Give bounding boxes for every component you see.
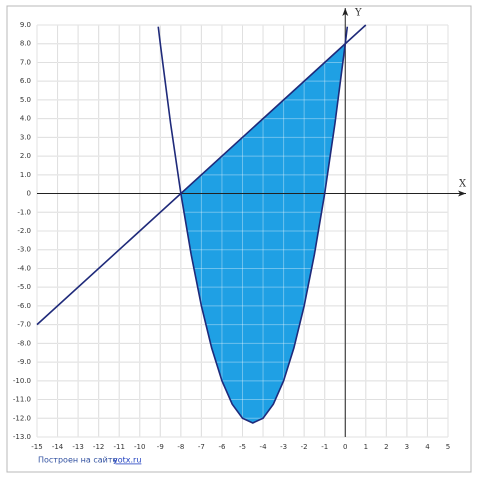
- x-tick-label: -13: [72, 443, 83, 451]
- x-tick-label: 2: [384, 443, 388, 451]
- y-tick-label: -8.0: [17, 339, 31, 347]
- x-tick-label: -15: [31, 443, 42, 451]
- x-tick-label: -2: [301, 443, 308, 451]
- x-tick-label: -12: [93, 443, 104, 451]
- y-tick-label: 5.0: [20, 96, 31, 104]
- y-tick-label: 3.0: [20, 133, 31, 141]
- x-tick-label: -3: [280, 443, 287, 451]
- y-tick-label: 2.0: [20, 152, 31, 160]
- x-tick-label: -8: [177, 443, 184, 451]
- y-tick-label: 6.0: [20, 77, 31, 85]
- x-tick-label: -5: [239, 443, 246, 451]
- x-axis-label: X: [459, 179, 467, 190]
- y-tick-label: -11.0: [13, 396, 31, 404]
- x-tick-label: 0: [343, 443, 347, 451]
- y-tick-label: 1.0: [20, 171, 31, 179]
- y-tick-label: -4.0: [17, 264, 31, 272]
- y-tick-label: 0: [27, 190, 31, 198]
- y-tick-label: 4.0: [20, 115, 31, 123]
- y-tick-label: -12.0: [13, 414, 31, 422]
- y-axis-label: Y: [354, 8, 362, 19]
- y-tick-label: -1.0: [17, 208, 31, 216]
- x-tick-label: -10: [134, 443, 145, 451]
- x-tick-label: -4: [260, 443, 268, 451]
- y-tick-label: -6.0: [17, 302, 31, 310]
- curve: [36, 24, 367, 326]
- y-tick-label: -5.0: [17, 283, 31, 291]
- footer: Построен на сайте: [38, 456, 117, 465]
- y-tick-label: -10.0: [13, 377, 31, 385]
- y-tick-label: -9.0: [17, 358, 31, 366]
- x-tick-label: -1: [321, 443, 328, 451]
- y-tick-label: -7.0: [17, 321, 31, 329]
- y-tick-label: -3.0: [17, 246, 31, 254]
- x-tick-label: 1: [364, 443, 368, 451]
- y-tick-label: -13.0: [13, 433, 31, 441]
- x-tick-label: -14: [52, 443, 64, 451]
- x-tick-label: -9: [157, 443, 164, 451]
- footer-link[interactable]: yotx.ru: [113, 456, 141, 465]
- x-tick-label: 5: [446, 443, 450, 451]
- x-tick-label: 3: [405, 443, 409, 451]
- x-tick-label: -6: [218, 443, 226, 451]
- y-tick-label: 9.0: [20, 21, 31, 29]
- y-tick-label: 8.0: [20, 40, 31, 48]
- y-tick-label: -2.0: [17, 227, 31, 235]
- y-axis-arrow: [342, 8, 349, 16]
- shaded-area: [180, 43, 346, 423]
- x-tick-label: 4: [425, 443, 430, 451]
- x-tick-label: -7: [198, 443, 205, 451]
- y-tick-label: 7.0: [20, 58, 31, 66]
- curve: [157, 26, 349, 424]
- x-axis-arrow: [458, 190, 466, 197]
- x-tick-label: -11: [113, 443, 124, 451]
